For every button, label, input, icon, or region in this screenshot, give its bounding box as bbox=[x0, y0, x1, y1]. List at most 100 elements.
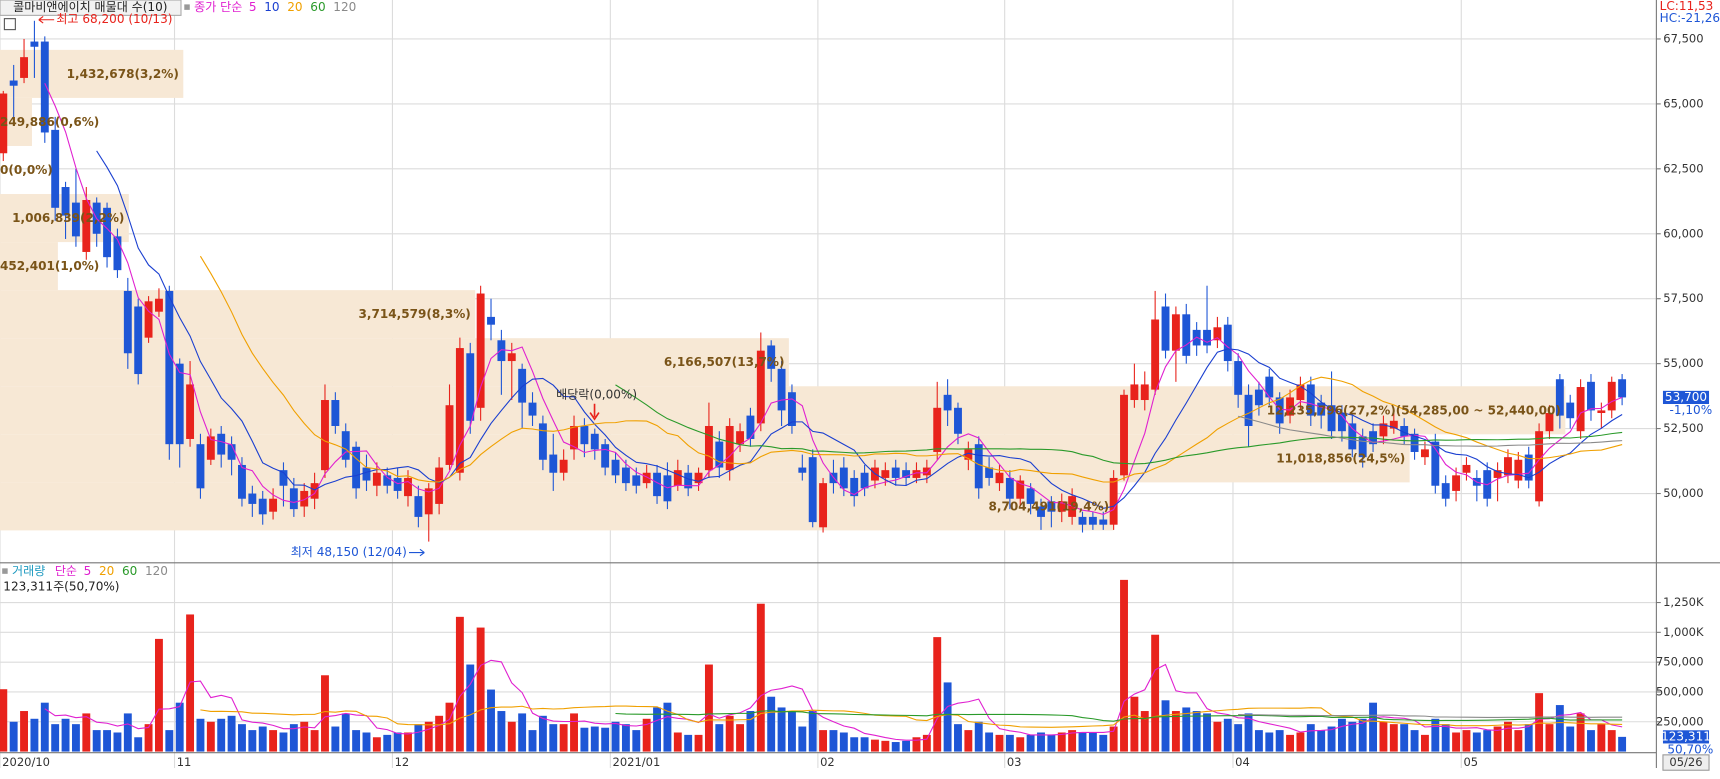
volume-bar bbox=[871, 739, 879, 752]
volume-bar bbox=[331, 726, 340, 752]
candle-body bbox=[1400, 425, 1409, 437]
volume-bar bbox=[1265, 732, 1274, 752]
volume-bar bbox=[393, 732, 402, 752]
volume-bar bbox=[663, 702, 672, 752]
volume-bar bbox=[1566, 726, 1575, 752]
y-tick-label: 750,000 bbox=[1656, 655, 1704, 669]
volume-bar bbox=[673, 732, 682, 752]
volume-bar bbox=[933, 637, 942, 752]
volume-bar bbox=[1140, 711, 1149, 752]
candle-body bbox=[9, 80, 18, 86]
candle-body bbox=[621, 467, 630, 484]
volume-bar bbox=[621, 724, 630, 752]
volume-profile-value: 0(0,0%) bbox=[0, 163, 53, 177]
volume-bar bbox=[362, 732, 371, 752]
volume-bar bbox=[279, 732, 288, 752]
candle-body bbox=[850, 477, 859, 497]
candle-body bbox=[30, 41, 39, 47]
volume-bar bbox=[238, 724, 246, 752]
candle-body bbox=[1171, 314, 1180, 351]
volume-bar bbox=[9, 721, 18, 752]
last-change: -1,10% bbox=[1670, 403, 1713, 417]
ex-dividend: 배당락(0,00%) bbox=[556, 387, 637, 401]
volume-bar bbox=[1182, 707, 1191, 752]
volume-bar bbox=[466, 664, 475, 752]
volume-bar bbox=[943, 682, 952, 752]
candle-body bbox=[767, 345, 776, 369]
volume-bar bbox=[1462, 730, 1471, 752]
volume-bar bbox=[1587, 730, 1595, 752]
candle-body bbox=[1275, 397, 1284, 424]
volume-profile-value: 1,432,678(3,2%) bbox=[67, 66, 179, 80]
volume-bar bbox=[196, 718, 205, 752]
volume-bar bbox=[20, 711, 28, 752]
volume-bar bbox=[912, 737, 921, 752]
table-icon[interactable] bbox=[3, 18, 16, 31]
candle-body bbox=[455, 348, 464, 473]
volume-bar bbox=[1389, 724, 1398, 752]
volume-bar bbox=[653, 707, 661, 752]
candle-body bbox=[1431, 441, 1440, 486]
volume-bar bbox=[1379, 721, 1388, 752]
candle-body bbox=[1597, 410, 1606, 414]
lc-label: LC:11,53 bbox=[1660, 0, 1714, 13]
candle-body bbox=[113, 236, 122, 271]
volume-profile-label: 12,235,796(27,2%)(54,285,00 ~ 52,440,00) bbox=[1267, 403, 1561, 417]
volume-bar bbox=[829, 730, 838, 752]
volume-bar bbox=[1213, 721, 1222, 752]
volume-bar bbox=[1555, 705, 1564, 752]
volume-bar bbox=[1088, 732, 1097, 752]
candle-body bbox=[103, 207, 112, 258]
legend-entry: 20 bbox=[99, 564, 114, 578]
candle-body bbox=[1618, 379, 1627, 398]
legend-entry: 10 bbox=[264, 0, 279, 14]
volume-bar bbox=[154, 638, 163, 752]
last-volume-box bbox=[1662, 730, 1710, 744]
volume-bar bbox=[404, 732, 412, 752]
candle-body bbox=[632, 475, 641, 486]
volume-bar bbox=[0, 689, 8, 752]
candle-body bbox=[144, 301, 153, 338]
y-tick-label: 52,500 bbox=[1663, 421, 1703, 435]
volume-legend: 거래량 단순 5 20 60 120 bbox=[2, 564, 168, 578]
candle-body bbox=[715, 441, 724, 468]
candle-body bbox=[1140, 384, 1149, 401]
candle-body bbox=[611, 459, 620, 476]
volume-ma-line bbox=[44, 659, 1623, 741]
volume-bar bbox=[1078, 732, 1087, 752]
candle-body bbox=[684, 472, 693, 489]
volume-bar bbox=[40, 702, 49, 752]
volume-bar bbox=[902, 740, 911, 752]
volume-bar bbox=[258, 726, 267, 752]
legend-entry: 5 bbox=[84, 564, 92, 578]
candle-body bbox=[51, 129, 60, 208]
volume-bar bbox=[414, 724, 423, 752]
x-tick-label: 02 bbox=[820, 755, 835, 769]
candle-body bbox=[1016, 480, 1025, 499]
candle-body bbox=[248, 493, 257, 504]
y-tick-label: 65,000 bbox=[1663, 96, 1703, 110]
volume-bar bbox=[248, 730, 257, 752]
volume-bar bbox=[1452, 732, 1461, 752]
candle-body bbox=[321, 400, 329, 471]
candle-body bbox=[902, 470, 911, 478]
candle-body bbox=[1005, 477, 1014, 499]
candle-body bbox=[1286, 397, 1294, 416]
volume-bar bbox=[1441, 724, 1450, 752]
candle-body bbox=[206, 436, 215, 460]
volume-bar bbox=[123, 713, 132, 752]
volume-profile-value: 1,006,839(2,2%) bbox=[12, 211, 124, 225]
candle-body bbox=[974, 444, 983, 489]
volume-profile-band bbox=[0, 290, 476, 339]
volume-bar bbox=[1420, 734, 1429, 752]
candle-body bbox=[279, 470, 288, 486]
low-marker: 최저 48,150 (12/04) bbox=[291, 545, 407, 559]
candle-body bbox=[414, 496, 423, 517]
candle-body bbox=[746, 415, 755, 439]
volume-bar bbox=[549, 724, 558, 752]
candle-body bbox=[891, 467, 900, 478]
volume-bar bbox=[1618, 736, 1627, 752]
volume-bar bbox=[507, 721, 516, 752]
candle-body bbox=[154, 298, 163, 312]
volume-bar bbox=[1337, 718, 1346, 752]
